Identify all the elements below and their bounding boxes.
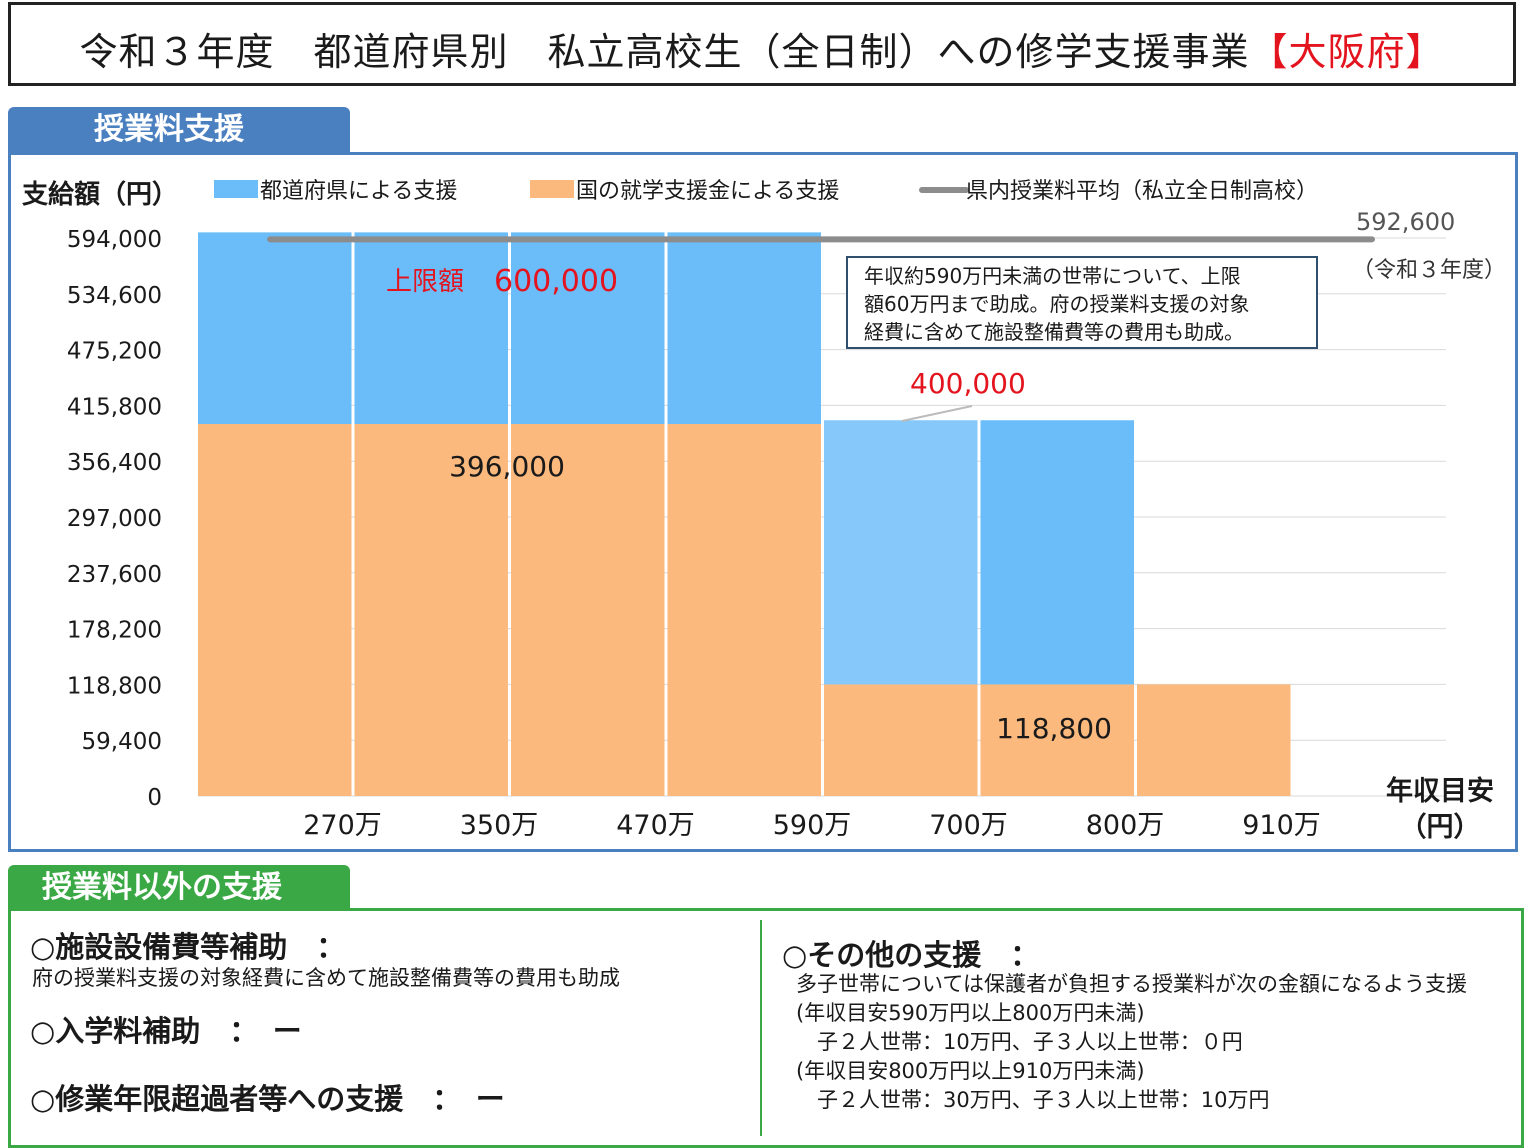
x-tick-label: 590万 <box>773 810 852 841</box>
bar-national-5 <box>980 684 1134 796</box>
x-tick-label: 700万 <box>929 810 1008 841</box>
facility-subsidy-desc: 府の授業料支援の対象経費に含めて施設整備費等の費用も助成 <box>32 966 620 990</box>
other-support-tab: 授業料以外の支援 <box>8 865 350 911</box>
title-prefecture: 【大阪府】 <box>1249 30 1445 74</box>
y-tick-label: 237,600 <box>67 562 162 588</box>
other-support-line-1: 多子世帯については保護者が負担する授業料が次の金額になるよう支援 <box>796 972 1467 996</box>
x-tick-label: 470万 <box>616 810 695 841</box>
bar-prefecture-5 <box>980 420 1134 685</box>
bar-national-6 <box>1137 684 1291 796</box>
x-tick-label: 800万 <box>1086 810 1165 841</box>
value-400000-label: 400,000 <box>910 367 1026 400</box>
y-tick-label: 356,400 <box>67 450 162 476</box>
y-axis-title: 支給額（円） <box>22 179 178 210</box>
bar-prefecture-4 <box>824 420 978 685</box>
value-396000-label: 396,000 <box>449 450 565 483</box>
other-support-line-5: 子２人世帯：30万円、子３人以上世帯：10万円 <box>796 1088 1270 1112</box>
tuition-chart-panel <box>8 152 1518 852</box>
title-main: 令和３年度 都道府県別 私立高校生（全日制）への修学支援事業 <box>79 30 1250 74</box>
legend-swatch-national <box>530 180 574 198</box>
page-title: 令和３年度 都道府県別 私立高校生（全日制）への修学支援事業【大阪府】 <box>11 21 1513 76</box>
bar-national-3 <box>667 424 821 796</box>
legend-label-average: 県内授業料平均（私立全日制高校） <box>966 179 1318 204</box>
bar-prefecture-3 <box>667 232 821 424</box>
annotation-line-3: 経費に含めて施設整備費等の費用も助成。 <box>864 320 1244 344</box>
bar-prefecture-1 <box>354 232 508 424</box>
tuition-support-chart: 594,000 534,600 475,200 415,800 356,400 297,0… <box>22 179 1506 843</box>
over-limit-support-heading: ○修業年限超過者等への支援 ： ー <box>30 1082 505 1116</box>
average-year-label: （令和３年度） <box>1352 258 1506 283</box>
x-axis-title: 年収目安 <box>1386 775 1494 807</box>
y-tick-label: 59,400 <box>82 729 162 755</box>
x-tick-label: 910万 <box>1242 810 1321 841</box>
bar-national-1 <box>354 424 508 796</box>
bar-prefecture-2 <box>511 232 665 424</box>
other-support-heading: ○その他の支援 ： <box>782 938 1040 972</box>
legend-swatch-prefecture <box>214 180 258 198</box>
facility-subsidy-heading: ○施設設備費等補助 ： <box>30 930 346 964</box>
average-value-label: 592,600 <box>1356 208 1455 236</box>
y-tick-label: 0 <box>147 785 162 811</box>
y-tick-label: 475,200 <box>67 339 162 365</box>
value-400000-leader <box>901 405 973 422</box>
annotation-line-2: 額60万円まで助成。府の授業料支援の対象 <box>864 292 1250 316</box>
other-support-line-3: 子２人世帯：10万円、子３人以上世帯：０円 <box>796 1030 1243 1054</box>
x-axis-title-unit: （円） <box>1400 812 1481 843</box>
value-118800-label: 118,800 <box>996 712 1112 745</box>
y-tick-label: 297,000 <box>67 506 162 532</box>
bar-prefecture-0 <box>198 232 352 424</box>
y-tick-label: 534,600 <box>67 283 162 309</box>
y-tick-label: 415,800 <box>67 394 162 420</box>
upper-limit-label: 上限額 <box>386 267 464 297</box>
other-support-line-2: (年収目安590万円以上800万円未満) <box>796 1001 1145 1025</box>
annotation-line-1: 年収約590万円未満の世帯について、上限 <box>864 264 1241 288</box>
x-tick-label: 350万 <box>460 810 539 841</box>
x-tick-label: 270万 <box>303 810 382 841</box>
section-divider <box>760 920 762 1136</box>
bar-national-4 <box>824 684 978 796</box>
y-tick-label: 178,200 <box>67 618 162 644</box>
bar-national-0 <box>198 424 352 796</box>
tuition-section-tab: 授業料支援 <box>8 107 350 153</box>
legend-label-prefecture: 都道府県による支援 <box>260 179 457 204</box>
y-tick-label: 118,800 <box>67 673 162 699</box>
bar-national-2 <box>511 424 665 796</box>
other-support-line-4: (年収目安800万円以上910万円未満) <box>796 1059 1145 1083</box>
y-tick-label: 594,000 <box>67 227 162 253</box>
legend-label-national: 国の就学支援金による支援 <box>576 179 839 204</box>
upper-limit-value: 600,000 <box>494 264 618 299</box>
annotation-box: 年収約590万円未満の世帯について、上限 額60万円まで助成。府の授業料支援の対… <box>846 256 1318 349</box>
admission-subsidy-heading: ○入学料補助 ： ー <box>30 1014 302 1048</box>
title-box: 令和３年度 都道府県別 私立高校生（全日制）への修学支援事業【大阪府】 <box>8 2 1516 86</box>
